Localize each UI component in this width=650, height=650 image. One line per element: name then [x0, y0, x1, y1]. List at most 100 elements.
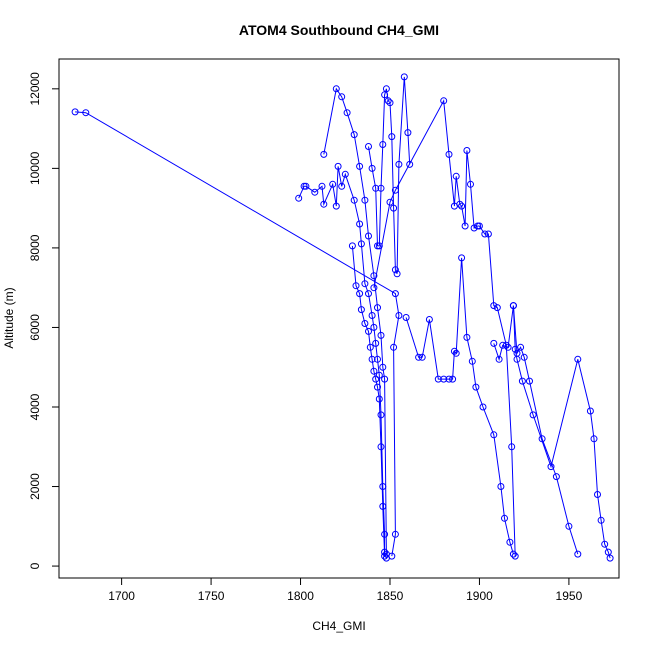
- data-point: [386, 198, 394, 206]
- data-point: [357, 306, 365, 314]
- data-point: [71, 108, 79, 116]
- data-point: [506, 538, 514, 546]
- data-point: [368, 164, 376, 172]
- data-point: [361, 320, 369, 327]
- data-point: [574, 550, 582, 558]
- data-point: [329, 180, 337, 188]
- data-point: [377, 443, 385, 451]
- data-point: [338, 182, 346, 190]
- data-point: [341, 170, 349, 178]
- data-point: [384, 97, 392, 105]
- data-point: [361, 280, 369, 288]
- x-axis-label: CH4_GMI: [312, 619, 365, 633]
- data-point: [425, 316, 433, 323]
- data-point: [529, 411, 537, 419]
- series-2: [295, 162, 390, 562]
- y-tick-label: 6000: [28, 314, 42, 341]
- series-line: [405, 257, 514, 555]
- series-layer: [71, 73, 614, 562]
- data-point: [350, 196, 358, 204]
- data-point: [356, 162, 364, 170]
- data-point: [382, 554, 390, 562]
- data-point: [365, 327, 372, 335]
- data-point: [590, 435, 598, 443]
- data-point: [406, 160, 414, 168]
- data-point: [463, 333, 471, 341]
- x-axis: 1700 1750 1800 1850 1900 1950: [108, 577, 583, 603]
- data-point: [386, 99, 394, 107]
- series-line: [75, 111, 400, 557]
- data-point: [458, 254, 466, 262]
- data-point: [509, 302, 517, 310]
- data-point: [490, 431, 498, 439]
- data-point: [606, 554, 614, 562]
- data-point: [508, 443, 516, 451]
- data-point: [374, 355, 381, 363]
- data-point: [518, 377, 526, 385]
- series-5: [365, 73, 414, 278]
- data-point: [370, 323, 378, 331]
- data-point: [601, 540, 609, 548]
- data-point: [504, 343, 512, 351]
- data-point: [332, 202, 340, 210]
- series-line: [323, 87, 387, 555]
- data-point: [379, 502, 387, 510]
- data-point: [475, 222, 483, 230]
- series-7: [402, 254, 517, 558]
- data-point: [372, 184, 380, 192]
- data-point: [334, 162, 342, 170]
- series-9: [509, 302, 614, 562]
- data-point: [382, 550, 390, 558]
- data-point: [372, 339, 380, 347]
- data-point: [445, 375, 453, 383]
- data-point: [374, 304, 381, 312]
- data-point: [402, 314, 410, 321]
- data-point: [391, 290, 399, 298]
- series-4: [348, 242, 389, 560]
- series-1: [71, 108, 403, 560]
- series-6: [370, 97, 519, 560]
- data-point: [395, 312, 403, 319]
- data-point: [445, 150, 453, 158]
- data-point: [520, 353, 528, 361]
- data-point: [302, 182, 310, 190]
- data-point: [452, 349, 460, 357]
- data-point: [509, 550, 517, 558]
- data-point: [374, 383, 381, 391]
- data-point: [368, 355, 376, 363]
- data-point: [449, 375, 457, 383]
- series-line: [373, 99, 516, 557]
- data-point: [594, 491, 601, 498]
- data-point: [390, 204, 398, 212]
- data-point: [348, 242, 356, 250]
- data-point: [381, 552, 389, 560]
- data-point: [461, 222, 469, 230]
- data-point: [493, 304, 501, 312]
- data-point: [379, 363, 387, 371]
- data-point: [391, 186, 399, 194]
- data-point: [381, 375, 389, 383]
- data-point: [377, 411, 385, 419]
- data-point: [456, 200, 464, 208]
- data-point: [379, 141, 387, 148]
- x-tick-label: 1800: [287, 589, 314, 603]
- data-point: [468, 357, 476, 365]
- data-point: [366, 343, 374, 351]
- data-point: [295, 194, 303, 202]
- data-point: [82, 109, 90, 117]
- data-point: [597, 516, 605, 524]
- data-point: [368, 312, 376, 319]
- data-point: [357, 240, 365, 248]
- data-point: [440, 97, 448, 105]
- data-point: [391, 530, 399, 538]
- data-point: [418, 353, 426, 361]
- data-point: [458, 202, 466, 210]
- data-point: [565, 522, 573, 530]
- y-tick-label: 2000: [28, 473, 42, 500]
- data-point: [375, 242, 383, 250]
- data-point: [440, 375, 448, 383]
- data-point: [318, 182, 326, 190]
- data-point: [372, 375, 380, 383]
- y-tick-label: 10000: [28, 151, 42, 185]
